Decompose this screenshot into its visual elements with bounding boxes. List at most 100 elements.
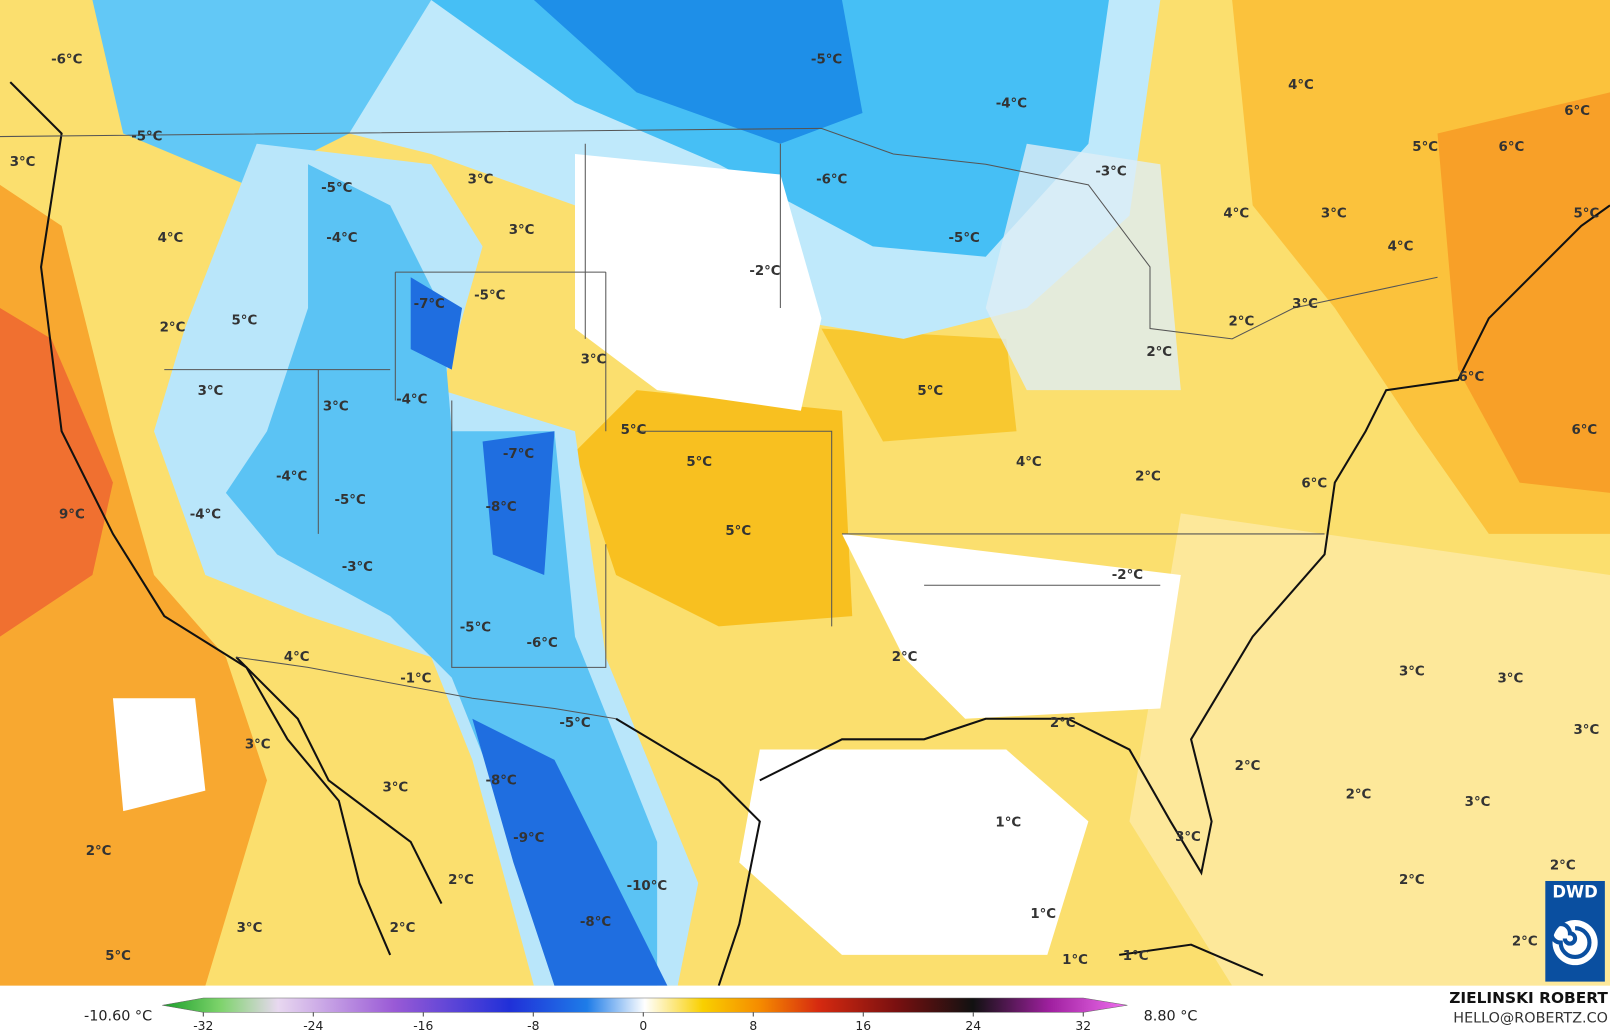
temp-label: 4°C [1223,207,1249,222]
temp-label: 6°C [1499,140,1525,155]
temp-label: -8°C [485,500,516,515]
temp-label: 5°C [621,423,647,438]
temp-label: 2°C [1550,859,1576,874]
temp-label: 4°C [1388,239,1414,254]
borders [0,127,1438,720]
temp-label: -5°C [474,289,505,304]
temp-label: 4°C [158,231,184,246]
temp-label: 5°C [232,313,258,328]
temp-label: -4°C [276,469,307,484]
temp-label: 2°C [1512,935,1538,950]
temp-label: 2°C [1346,788,1372,803]
temp-label: 2°C [390,921,416,936]
temp-label: -7°C [503,447,534,462]
temp-label: -5°C [811,53,842,68]
temp-label: 2°C [86,844,112,859]
temp-label: 5°C [1412,140,1438,155]
temp-label: -3°C [342,560,373,575]
colorbar-tick-label: 32 [1075,1019,1091,1033]
temp-label: 2°C [1399,873,1425,888]
logo-text: DWD [1552,882,1597,901]
colorbar-tick-label: -24 [303,1019,323,1033]
temp-label: -5°C [335,493,366,508]
colorbar-min: -10.60 °C [84,1009,152,1025]
temp-label: 3°C [1292,297,1318,312]
colorbar-tick-label: 8 [749,1019,757,1033]
temp-label: 3°C [509,223,535,238]
temp-label: 2°C [1135,469,1161,484]
temp-label: 6°C [1459,370,1485,385]
temp-label: 2°C [1229,314,1255,329]
temp-label: 3°C [1498,672,1524,687]
field [0,0,1610,986]
temp-label: -4°C [190,507,221,522]
colorbar-tick-label: -8 [527,1019,539,1033]
temp-label: 2°C [1050,716,1076,731]
temp-label: 3°C [1175,830,1201,845]
temp-label: 1°C [1062,953,1088,968]
temp-label: 5°C [1574,207,1600,222]
colorbar-tick-label: -32 [193,1019,213,1033]
temp-label: -1°C [400,672,431,687]
temp-label: 4°C [1288,78,1314,93]
temp-label: 3°C [1465,795,1491,810]
colorbar-tick-label: 0 [639,1019,647,1033]
temp-label: -6°C [816,173,847,188]
temp-label: -4°C [996,97,1027,112]
temp-label: -6°C [527,636,558,651]
temp-label: -4°C [326,231,357,246]
temp-label: 2°C [160,321,186,336]
temp-label: -5°C [559,716,590,731]
temp-label: 5°C [686,455,712,470]
temp-label: -6°C [51,53,82,68]
temp-label: 4°C [1016,455,1042,470]
temp-label: -5°C [460,620,491,635]
temp-label: 3°C [468,173,494,188]
colorbar-max: 8.80 °C [1144,1009,1198,1025]
temp-label: 3°C [581,352,607,367]
temp-label: 5°C [105,949,131,964]
temp-label: 2°C [1146,345,1172,360]
temp-label: -2°C [1112,568,1143,583]
temp-label: -7°C [414,297,445,312]
dwd-logo: DWD [1545,880,1605,982]
temp-label: -9°C [513,831,544,846]
colorbar-tick-label: -16 [413,1019,433,1033]
temp-label: 2°C [1235,759,1261,774]
temp-label: 3°C [237,921,263,936]
temp-label: 3°C [1321,207,1347,222]
colorbar-tick-label: 16 [855,1019,871,1033]
temp-label: -5°C [321,181,352,196]
map-labels: -6°C -5°C 3°C -5°C 3°C 3°C -4°C 4°C -7°C -5°C 2°C 5… [10,53,1600,968]
temp-label: -10°C [627,879,668,894]
temp-label: 9°C [59,507,85,522]
temp-label: 6°C [1301,477,1327,492]
temp-label: 6°C [1571,423,1597,438]
author: ZIELINSKI ROBERT [1449,989,1608,1007]
colorbar-tick-label: 24 [965,1019,981,1033]
email: HELLO@ROBERTZ.CO [1453,1011,1608,1027]
temp-label: 3°C [1574,723,1600,738]
temp-label: 1°C [995,815,1021,830]
colorbar [162,997,1128,1013]
temp-label: 6°C [1564,104,1590,119]
temp-label: 3°C [382,781,408,796]
temp-label: 3°C [198,384,224,399]
temp-label: -5°C [131,130,162,145]
temp-label: 2°C [448,873,474,888]
temp-label: -3°C [1095,164,1126,179]
temp-label: -8°C [485,773,516,788]
colorbar-ticks: -32 -24 -16 -8 0 8 16 24 32 [193,1012,1091,1033]
temp-label: 5°C [917,384,943,399]
temp-label: 3°C [10,155,36,170]
temp-label: 3°C [245,737,271,752]
temp-label: 2°C [892,650,918,665]
temp-label: 4°C [284,650,310,665]
temp-label: -4°C [396,392,427,407]
temp-label: 3°C [323,400,349,415]
temp-label: 5°C [725,524,751,539]
coastlines [9,81,1610,987]
temp-label: -2°C [749,264,780,279]
